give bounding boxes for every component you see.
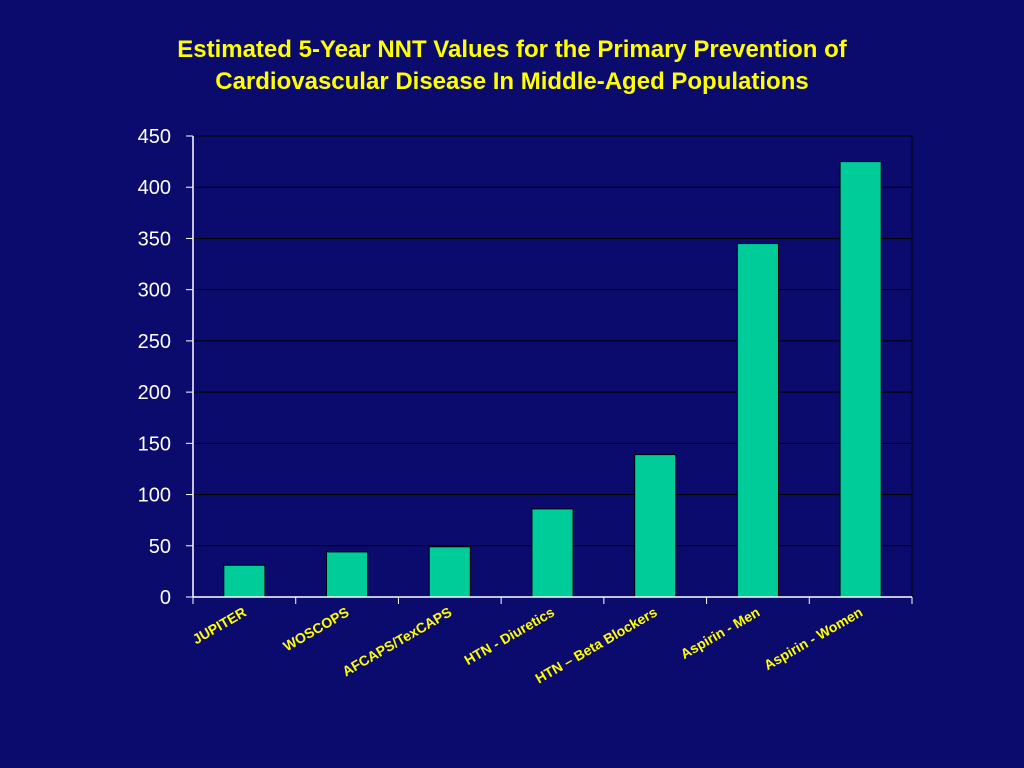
gridlines (193, 135, 912, 547)
y-tick-label: 0 (160, 587, 171, 609)
chart-title-line-2: Cardiovascular Disease In Middle-Aged Po… (215, 68, 809, 95)
chart-title: Estimated 5-Year NNT Values for the Prim… (0, 34, 1024, 98)
axes (186, 135, 913, 604)
y-tick-label: 100 (138, 485, 171, 507)
y-tick-label: 400 (138, 177, 171, 199)
bar-3 (531, 508, 574, 598)
y-tick-label: 300 (138, 280, 171, 302)
bar-1 (326, 551, 369, 598)
y-tick-label: 250 (138, 331, 171, 353)
bar-6 (839, 161, 882, 598)
bar-5 (736, 243, 779, 598)
bar-4 (634, 454, 677, 598)
y-tick-label: 150 (138, 433, 171, 455)
chart-title-line-1: Estimated 5-Year NNT Values for the Prim… (177, 36, 847, 63)
x-tick-label: JUPITER (190, 604, 249, 647)
x-tick-label: WOSCOPS (280, 604, 351, 654)
y-tick-label: 50 (149, 536, 171, 558)
y-tick-label: 200 (138, 382, 171, 404)
y-tick-label: 450 (138, 126, 171, 148)
x-tick-label: HTN - Diuretics (461, 604, 557, 669)
y-tick-label: 350 (138, 228, 171, 250)
bar-0 (223, 564, 266, 598)
bars (223, 161, 882, 598)
bar-2 (428, 546, 471, 598)
x-tick-label: Aspirin - Women (761, 604, 865, 673)
x-tick-label: AFCAPS/TexCAPS (339, 604, 454, 680)
x-tick-label: Aspirin - Men (678, 604, 763, 662)
